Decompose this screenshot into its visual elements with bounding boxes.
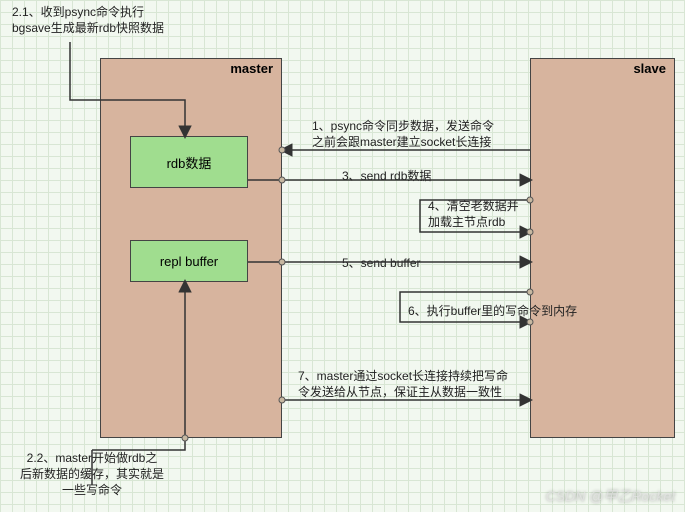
repl-label: repl buffer bbox=[160, 254, 218, 269]
step-5-label: 5、send buffer bbox=[342, 255, 421, 271]
step-7-label: 7、master通过socket长连接持续把写命 令发送给从节点，保证主从数据一… bbox=[298, 368, 508, 400]
note-2-2: 2.2、master开始做rdb之 后新数据的缓存，其实就是 一些写命令 bbox=[20, 450, 164, 499]
repl-box: repl buffer bbox=[130, 240, 248, 282]
step-3-label: 3、send rdb数据 bbox=[342, 168, 431, 184]
rdb-label: rdb数据 bbox=[167, 153, 212, 172]
note-2-1: 2.1、收到psync命令执行 bgsave生成最新rdb快照数据 bbox=[12, 4, 164, 36]
step-4-label: 4、清空老数据并 加载主节点rdb bbox=[428, 198, 519, 230]
master-title: master bbox=[230, 61, 273, 76]
slave-title: slave bbox=[633, 61, 666, 76]
step-1-label: 1、psync命令同步数据，发送命令 之前会跟master建立socket长连接 bbox=[312, 118, 494, 150]
slave-box: slave bbox=[530, 58, 675, 438]
step-6-label: 6、执行buffer里的写命令到内存 bbox=[408, 303, 577, 319]
watermark: CSDN @甲乙Rocket bbox=[546, 486, 675, 506]
rdb-box: rdb数据 bbox=[130, 136, 248, 188]
